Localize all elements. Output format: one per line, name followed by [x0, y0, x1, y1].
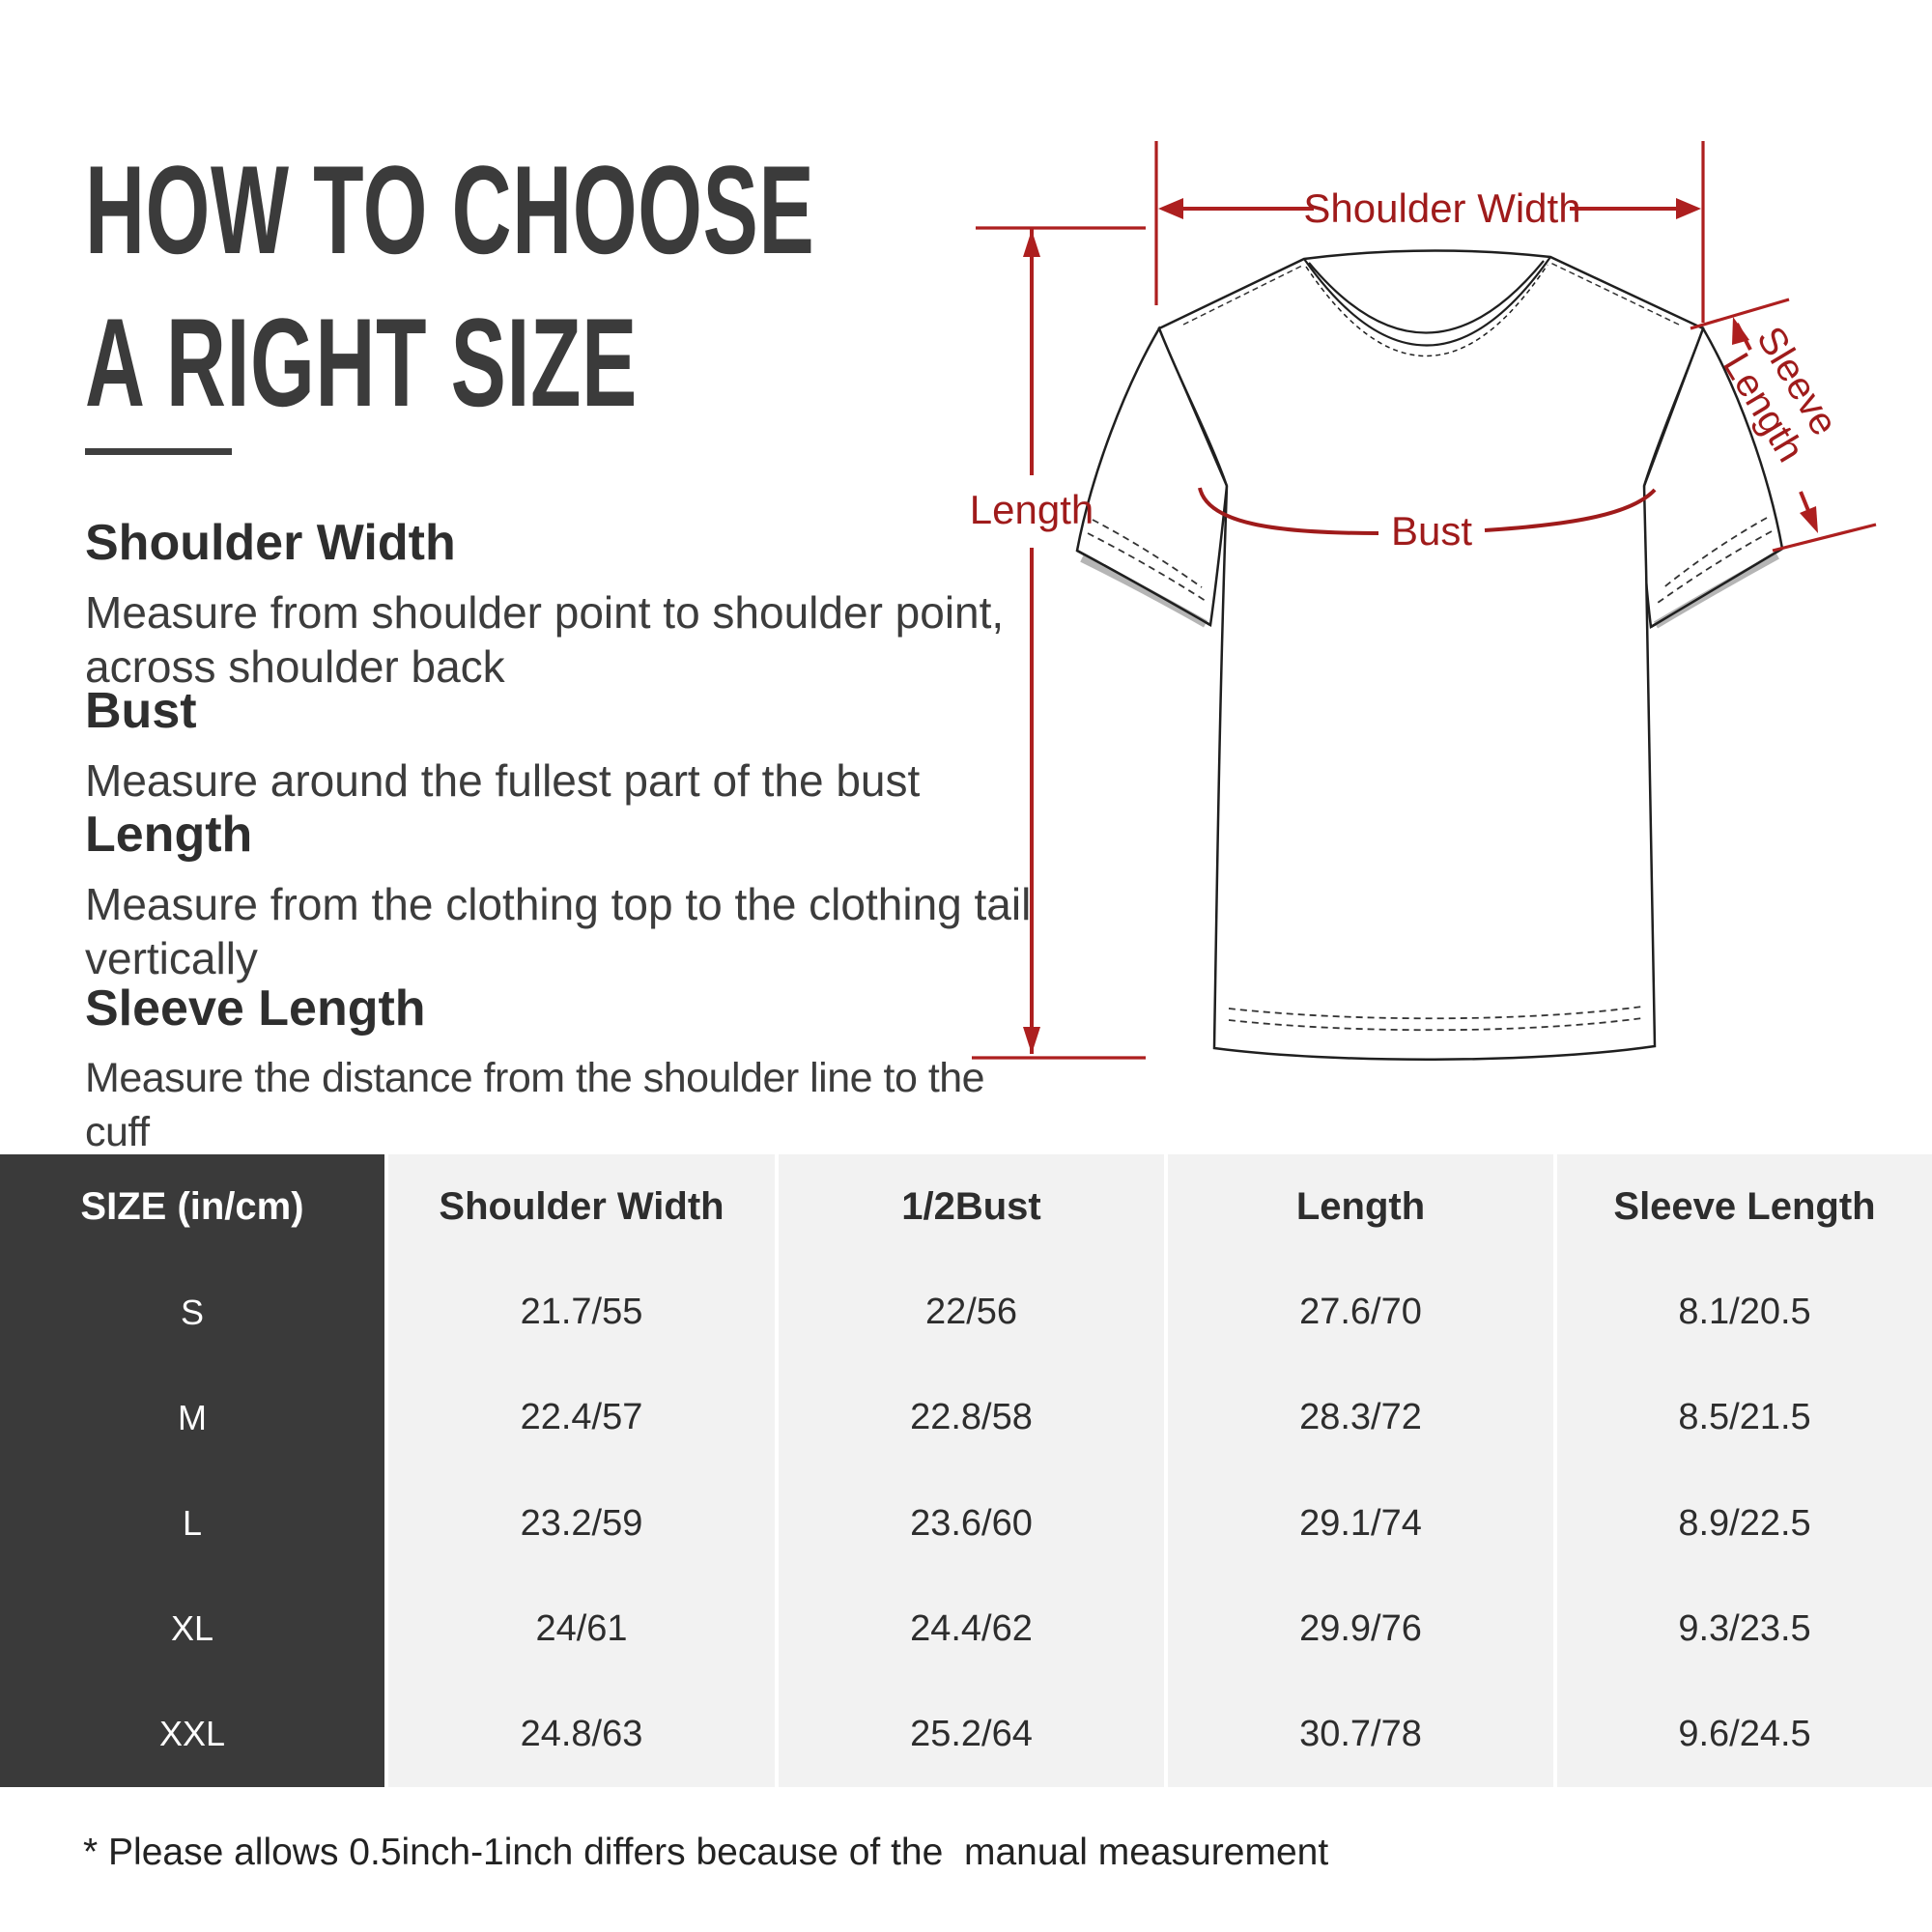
measurement-footnote: * Please allows 0.5inch-1inch differs be… [83, 1832, 1329, 1873]
page-title-line1: HOW TO CHOOSE [85, 139, 815, 280]
instruction-heading: Shoulder Width [85, 515, 456, 571]
length-arrowhead-up [1023, 230, 1040, 257]
size-table: SIZE (in/cm) S M L XL XXL Shoulder Width… [0, 1154, 1932, 1787]
tshirt-collar [1303, 256, 1551, 357]
size-table-size-column: SIZE (in/cm) S M L XL XXL [0, 1154, 384, 1787]
table-cell: 28.3/72 [1299, 1397, 1422, 1438]
size-label-xxl: XXL [158, 1714, 226, 1754]
tshirt-body [1157, 249, 1705, 1061]
instruction-heading: Bust [85, 683, 197, 739]
page-title: HOW TO CHOOSE A RIGHT SIZE [85, 133, 814, 439]
instruction-heading: Length [85, 807, 253, 863]
table-cell: 9.3/23.5 [1678, 1607, 1811, 1649]
column-header: Length [1295, 1185, 1426, 1229]
table-cell: 23.6/60 [910, 1502, 1033, 1544]
size-table-bust-column: 1/2Bust 22/56 22.8/58 23.6/60 24.4/62 25… [779, 1154, 1164, 1787]
shoulder-arrowhead-right [1676, 198, 1701, 219]
size-label-m: M [178, 1397, 207, 1437]
table-cell: 24.8/63 [520, 1713, 643, 1754]
instruction-heading: Sleeve Length [85, 980, 426, 1037]
size-label-s: S [180, 1292, 204, 1332]
page-title-line2: A RIGHT SIZE [85, 292, 638, 433]
column-header: Shoulder Width [439, 1185, 724, 1229]
table-cell: 22/56 [924, 1292, 1018, 1333]
instruction-body: Measure from shoulder point to shoulder … [85, 587, 1005, 692]
shoulder-arrowhead-left [1158, 198, 1183, 219]
diagram-label-length: Length [970, 487, 1094, 532]
table-cell: 8.5/21.5 [1678, 1397, 1811, 1438]
size-label-xl: XL [170, 1608, 214, 1649]
size-table-length-column: Length 27.6/70 28.3/72 29.1/74 29.9/76 3… [1168, 1154, 1553, 1787]
table-cell: 24/61 [535, 1607, 628, 1649]
table-cell: 9.6/24.5 [1678, 1713, 1811, 1754]
size-table-corner-label: SIZE (in/cm) [80, 1185, 304, 1229]
sleeve-arrowhead-down [1800, 506, 1818, 533]
table-cell: 8.9/22.5 [1678, 1502, 1811, 1544]
instruction-bust: Bust Measure around the fullest part of … [85, 682, 1032, 808]
tshirt-cuff-edges [1076, 547, 1783, 629]
instruction-body: Measure the distance from the shoulder l… [85, 1055, 985, 1155]
instruction-shoulder-width: Shoulder Width Measure from shoulder poi… [85, 514, 1032, 694]
tshirt-hem-stitching [1228, 1006, 1643, 1032]
table-cell: 29.1/74 [1299, 1502, 1422, 1544]
column-header: Sleeve Length [1613, 1185, 1876, 1229]
table-cell: 8.1/20.5 [1678, 1292, 1811, 1333]
size-label-l: L [182, 1503, 203, 1544]
diagram-label-shoulder-width: Shoulder Width [1303, 185, 1580, 231]
table-cell: 30.7/78 [1299, 1713, 1422, 1754]
tshirt-shoulder-seams [1182, 262, 1680, 326]
column-header: 1/2Bust [901, 1185, 1041, 1229]
length-arrowhead-down [1023, 1027, 1040, 1054]
table-cell: 27.6/70 [1299, 1292, 1422, 1333]
diagram-label-bust: Bust [1391, 508, 1472, 554]
bust-arc-left [1198, 487, 1379, 535]
table-cell: 21.7/55 [520, 1292, 643, 1333]
table-cell: 25.2/64 [910, 1713, 1033, 1754]
sleeve-arrowhead-up [1732, 317, 1749, 345]
tshirt-measurement-diagram: Shoulder Width Length Bust Sleeve Length [970, 141, 1877, 1061]
table-cell: 24.4/62 [910, 1607, 1033, 1649]
title-divider [85, 448, 232, 455]
table-cell: 29.9/76 [1299, 1607, 1422, 1649]
sleeve-length-tick-bottom [1772, 523, 1877, 553]
tshirt-cuff-stitching [1087, 517, 1773, 604]
bust-arc-right [1484, 488, 1657, 532]
instruction-body: Measure from the clothing top to the clo… [85, 879, 1032, 983]
table-cell: 22.4/57 [520, 1397, 643, 1438]
table-cell: 22.8/58 [910, 1397, 1033, 1438]
table-cell: 23.2/59 [520, 1502, 643, 1544]
size-table-sleeve-length-column: Sleeve Length 8.1/20.5 8.5/21.5 8.9/22.5… [1557, 1154, 1932, 1787]
sleeve-length-tick-top [1690, 298, 1790, 330]
instruction-body: Measure around the fullest part of the b… [85, 755, 921, 806]
size-table-shoulder-width-column: Shoulder Width 21.7/55 22.4/57 23.2/59 2… [388, 1154, 775, 1787]
instruction-length: Length Measure from the clothing top to … [85, 806, 1032, 985]
instruction-sleeve-length: Sleeve Length Measure the distance from … [85, 980, 1032, 1159]
